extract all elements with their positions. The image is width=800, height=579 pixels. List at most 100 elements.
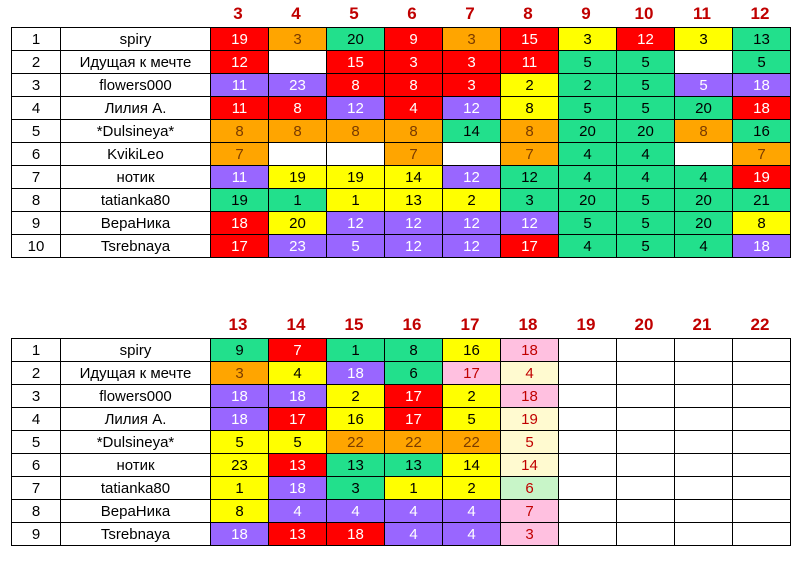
participant-name: Tsrebnaya [60,522,211,546]
row-number: 8 [11,499,61,523]
score-cell: 16 [326,407,385,431]
score-cell: 17 [442,361,501,385]
score-cell [616,499,675,523]
table-row: 6 KvikiLeo 7 7 7 4 4 7 [11,142,791,166]
score-cell: 5 [500,430,559,454]
score-cell: 2 [442,476,501,500]
column-header: 8 [523,4,533,23]
table-row: 9 ВераНика 18 20 12 12 12 12 5 5 20 8 [11,211,791,235]
row-number: 9 [11,522,61,546]
score-cell: 20 [674,188,733,212]
score-cell [442,142,501,166]
row-number: 6 [11,453,61,477]
score-cell: 11 [500,50,559,74]
participant-name: нотик [60,453,211,477]
table-row: 7 tatianka80 1 18 3 1 2 6 [11,476,791,500]
table-row: 4 Лилия А. 18 17 16 17 5 19 [11,407,791,431]
score-cell [558,407,617,431]
row-number: 8 [11,188,61,212]
score-cell: 1 [326,188,385,212]
score-cell: 3 [500,522,559,546]
score-cell: 5 [616,73,675,97]
score-cell: 4 [384,96,443,120]
participant-name: tatianka80 [60,476,211,500]
score-cell: 4 [616,165,675,189]
participant-name: Лилия А. [60,96,211,120]
score-cell: 19 [210,27,269,51]
score-cell: 11 [210,96,269,120]
row-number: 4 [11,407,61,431]
score-cell: 8 [210,499,269,523]
score-cell [732,361,791,385]
table-row: 1 spiry 9 7 1 8 16 18 [11,338,791,362]
score-cell [674,384,733,408]
column-header-row-1: 3 4 5 6 7 8 9 10 11 12 [209,2,789,26]
score-cell: 13 [732,27,791,51]
score-cell: 6 [500,476,559,500]
row-number: 7 [11,165,61,189]
column-header: 18 [518,315,538,334]
table-row: 1 spiry 19 3 20 9 3 15 3 12 3 13 [11,27,791,51]
score-cell: 19 [326,165,385,189]
score-cell: 8 [384,338,443,362]
score-cell: 1 [210,476,269,500]
score-cell: 17 [268,407,327,431]
score-cell: 3 [442,73,501,97]
row-number: 3 [11,73,61,97]
table-row: 3 flowers000 11 23 8 8 3 2 2 5 5 18 [11,73,791,97]
score-cell: 18 [732,234,791,258]
score-cell: 19 [210,188,269,212]
score-cell: 5 [616,211,675,235]
table-row: 6 нотик 23 13 13 13 14 14 [11,453,791,477]
score-cell [732,476,791,500]
participant-name: нотик [60,165,211,189]
participant-name: spiry [60,338,211,362]
score-cell: 8 [500,119,559,143]
score-cell: 18 [268,476,327,500]
score-cell: 19 [500,407,559,431]
score-cell: 4 [384,499,443,523]
table-row: 5 *Dulsineya* 8 8 8 8 14 8 20 20 8 16 [11,119,791,143]
score-cell: 14 [500,453,559,477]
column-header: 14 [286,315,306,334]
score-cell: 3 [500,188,559,212]
score-cell: 3 [558,27,617,51]
score-cell: 5 [268,430,327,454]
participant-name: KvikiLeo [60,142,211,166]
score-cell: 15 [326,50,385,74]
score-cell [674,430,733,454]
score-cell: 20 [558,188,617,212]
row-number: 5 [11,119,61,143]
column-header-row-2: 13 14 15 16 17 18 19 20 21 22 [209,313,789,337]
score-cell [732,430,791,454]
score-cell: 2 [442,188,501,212]
score-cell: 18 [732,73,791,97]
column-header: 6 [407,4,417,23]
participant-name: ВераНика [60,499,211,523]
column-header: 3 [233,4,243,23]
score-cell: 1 [384,476,443,500]
score-cell [558,476,617,500]
score-cell [558,430,617,454]
table-row: 7 нотик 11 19 19 14 12 12 4 4 4 19 [11,165,791,189]
score-cell [732,407,791,431]
row-number: 4 [11,96,61,120]
score-cell [558,522,617,546]
participant-name: tatianka80 [60,188,211,212]
participant-name: *Dulsineya* [60,119,211,143]
score-cell: 23 [268,73,327,97]
score-cell: 5 [616,188,675,212]
score-cell: 12 [442,211,501,235]
row-number: 7 [11,476,61,500]
row-number: 1 [11,338,61,362]
score-cell: 18 [326,522,385,546]
score-cell: 5 [442,407,501,431]
score-cell: 12 [442,165,501,189]
table-row: 4 Лилия А. 11 8 12 4 12 8 5 5 20 18 [11,96,791,120]
score-cell: 22 [326,430,385,454]
participant-name: *Dulsineya* [60,430,211,454]
row-number: 9 [11,211,61,235]
score-cell: 3 [674,27,733,51]
score-cell: 12 [500,165,559,189]
score-cell [732,384,791,408]
